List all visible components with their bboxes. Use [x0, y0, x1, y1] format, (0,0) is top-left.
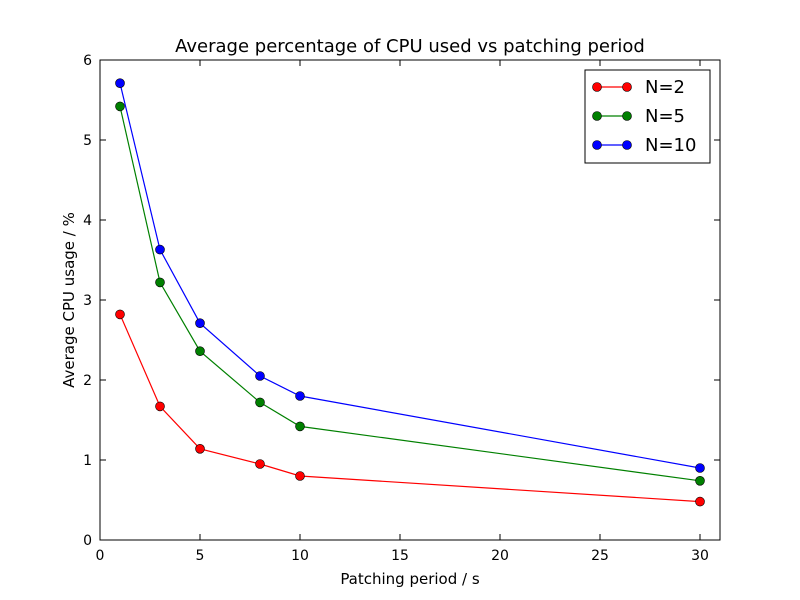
data-point [155, 277, 165, 288]
legend-label: N=10 [645, 135, 696, 156]
series-n-5 [115, 101, 705, 486]
series-n-10 [115, 78, 705, 473]
series-line [119, 83, 701, 469]
data-point [255, 397, 265, 408]
legend-entry: N=2 [592, 77, 685, 98]
y-tick-label: 6 [83, 53, 92, 69]
legend-marker [592, 82, 602, 92]
data-point [695, 475, 705, 486]
data-point [195, 318, 205, 329]
x-tick-label: 30 [691, 548, 709, 564]
x-axis: 0 5 10 15 20 25 30 [96, 60, 709, 564]
x-tick-label: 10 [291, 548, 309, 564]
data-point [115, 309, 125, 320]
legend-marker [622, 111, 632, 121]
x-tick-label: 25 [591, 548, 609, 564]
legend-label: N=2 [645, 77, 685, 98]
series-n-2 [115, 309, 705, 507]
legend-marker [592, 111, 602, 121]
data-point [695, 463, 705, 473]
x-axis-label: Patching period / s [340, 570, 480, 588]
y-tick-label: 2 [83, 373, 92, 389]
legend: N=2 N=5 N=10 [584, 69, 711, 164]
series-line [119, 314, 701, 503]
data-point [115, 78, 125, 88]
legend-marker [622, 82, 632, 92]
data-point [255, 459, 265, 469]
y-axis: 0 1 2 3 4 5 6 [83, 53, 720, 549]
legend-label: N=5 [645, 106, 685, 127]
y-tick-label: 4 [83, 213, 92, 229]
x-tick-label: 0 [96, 548, 105, 564]
legend-marker [622, 140, 632, 150]
data-point [195, 443, 205, 454]
data-point [255, 371, 265, 381]
x-tick-label: 20 [491, 548, 509, 564]
y-tick-label: 1 [83, 453, 92, 469]
data-point [195, 346, 205, 357]
plot-area [115, 78, 705, 507]
data-point [155, 244, 165, 255]
data-point [155, 401, 165, 412]
data-point [295, 471, 305, 481]
y-tick-label: 5 [83, 133, 92, 149]
data-point [115, 101, 125, 112]
data-point [295, 421, 305, 432]
data-point [695, 496, 705, 507]
legend-marker [592, 140, 602, 150]
y-tick-label: 3 [83, 293, 92, 309]
chart-title: Average percentage of CPU used vs patchi… [175, 36, 645, 57]
y-axis-label: Average CPU usage / % [60, 212, 78, 388]
x-tick-label: 5 [196, 548, 205, 564]
y-tick-label: 0 [83, 533, 92, 549]
legend-entry: N=5 [592, 106, 685, 127]
series-line [119, 106, 701, 482]
legend-entry: N=10 [592, 135, 696, 156]
x-tick-label: 15 [391, 548, 409, 564]
data-point [295, 391, 305, 401]
